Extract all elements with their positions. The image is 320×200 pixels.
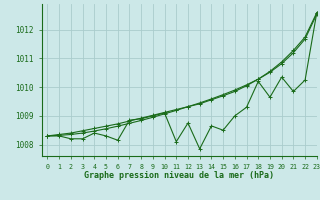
X-axis label: Graphe pression niveau de la mer (hPa): Graphe pression niveau de la mer (hPa) xyxy=(84,171,274,180)
